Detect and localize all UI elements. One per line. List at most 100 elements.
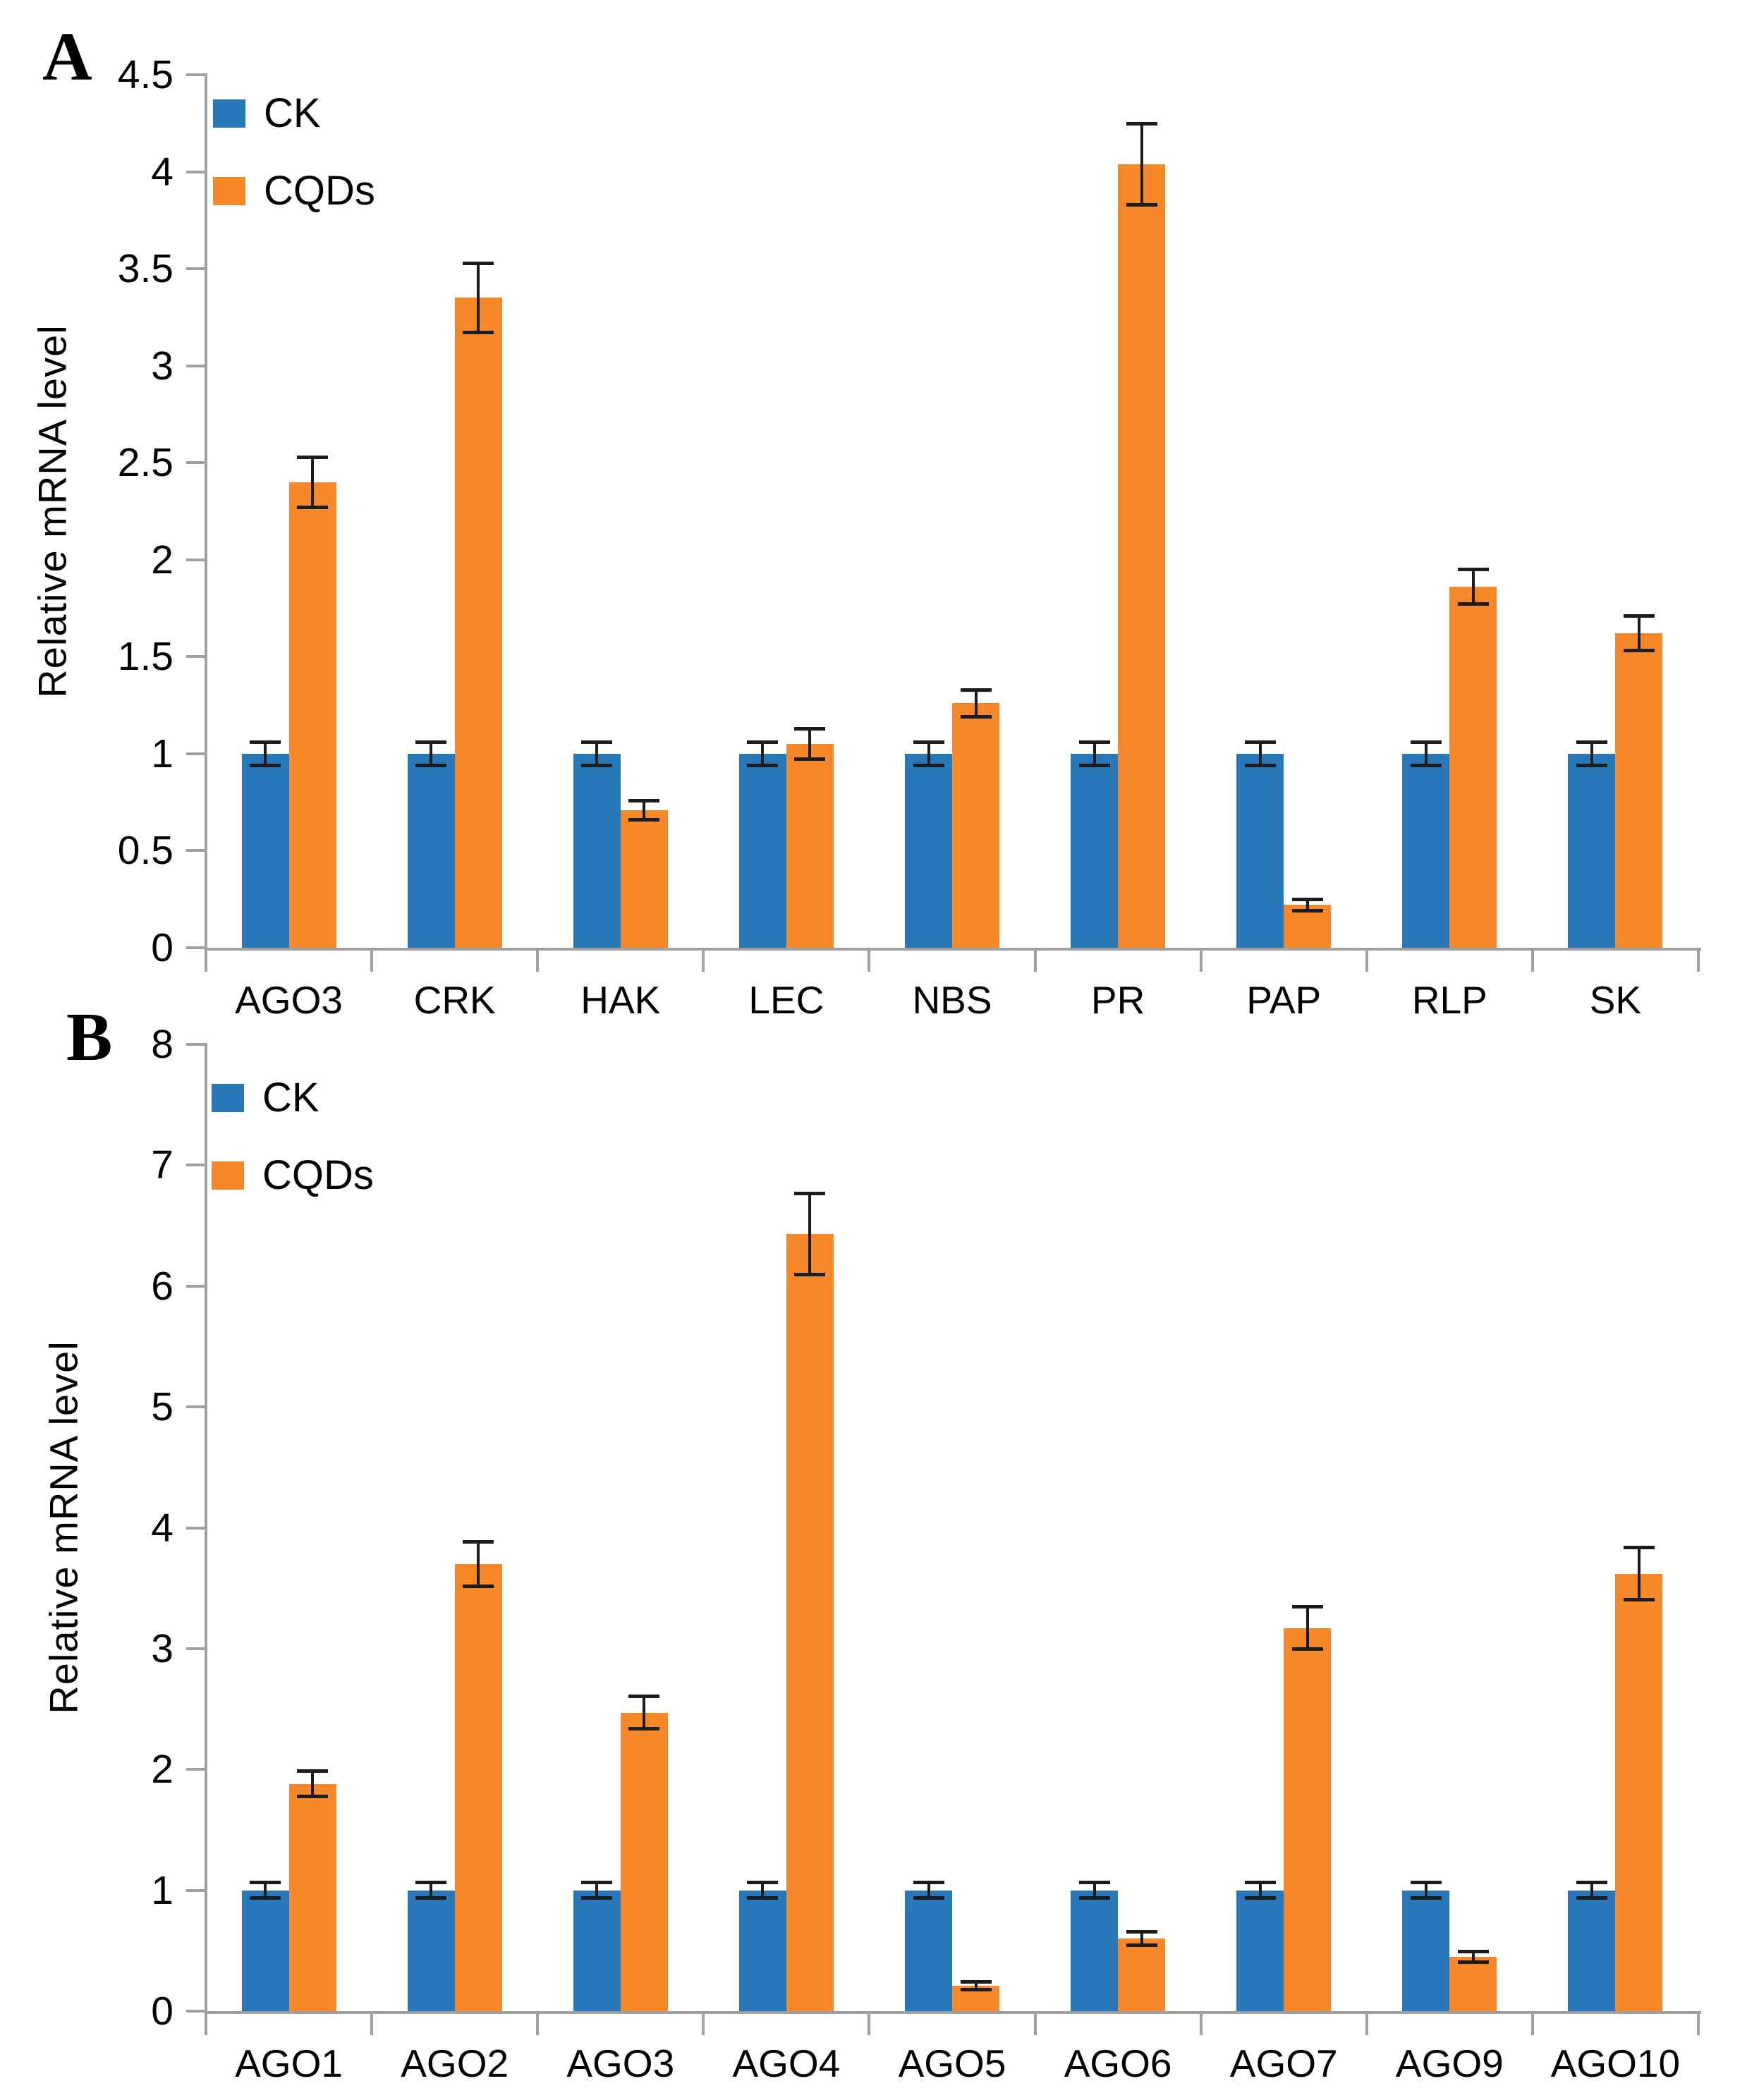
- bar-cqds: [288, 482, 336, 948]
- bar-ck: [1568, 1890, 1616, 2011]
- y-tick-mark: [186, 1647, 206, 1650]
- category-separator-tick: [702, 951, 705, 972]
- bar-ck: [738, 753, 786, 948]
- x-axis-line: [205, 2011, 1701, 2014]
- legend-label: CQDs: [262, 1152, 374, 1198]
- x-category-label: AGO4: [732, 2041, 841, 2085]
- x-category-label: RLP: [1411, 978, 1487, 1022]
- legend-item-cqds: CQDs: [213, 168, 375, 214]
- bar-ck: [407, 753, 455, 948]
- y-tick-mark: [186, 1768, 206, 1771]
- y-tick-mark: [186, 461, 206, 465]
- error-bar: [747, 1881, 779, 1900]
- error-bar: [1410, 740, 1442, 767]
- y-tick-mark: [186, 849, 206, 853]
- legend: CK CQDs: [213, 90, 375, 214]
- x-category-label: AGO3: [235, 978, 343, 1022]
- category-separator-tick: [868, 951, 871, 972]
- x-category-label: AGO10: [1550, 2041, 1681, 2085]
- bar-cqds: [786, 1234, 834, 2011]
- error-bar: [1457, 1949, 1489, 1965]
- category-separator-tick: [868, 2014, 871, 2035]
- category-separator-tick: [1365, 951, 1368, 972]
- error-bar: [1410, 1881, 1442, 1900]
- legend: CK CQDs: [212, 1075, 374, 1199]
- y-tick-mark: [186, 2010, 206, 2013]
- error-bar: [1078, 740, 1110, 767]
- x-category-label: NBS: [912, 978, 992, 1022]
- bar-cqds: [288, 1783, 336, 2011]
- y-tick-mark: [186, 1405, 206, 1409]
- bar-ck: [905, 1890, 952, 2011]
- x-category-label: AGO5: [898, 2041, 1006, 2085]
- error-bar: [794, 726, 826, 762]
- y-tick-mark: [186, 73, 206, 76]
- category-separator-tick: [1697, 2014, 1700, 2035]
- legend-item-ck: CK: [213, 90, 375, 137]
- category-separator-tick: [536, 2014, 540, 2035]
- y-tick-mark: [186, 267, 206, 271]
- error-bar: [463, 1539, 494, 1589]
- category-separator-tick: [1365, 2014, 1368, 2035]
- y-tick-mark: [186, 558, 206, 561]
- bar-cqds: [454, 298, 502, 948]
- y-tick-label: 3: [151, 343, 174, 389]
- error-bar: [794, 1192, 826, 1276]
- error-bar: [1126, 1930, 1157, 1948]
- bar-cqds: [454, 1563, 502, 2011]
- x-category-label: AGO6: [1064, 2041, 1172, 2085]
- error-bar: [913, 1881, 944, 1900]
- y-tick-label: 2.5: [117, 440, 174, 486]
- x-category-label: CRK: [413, 978, 496, 1022]
- y-tick-label: 1: [151, 731, 174, 776]
- y-tick-mark: [186, 364, 206, 367]
- y-tick-mark: [186, 752, 206, 755]
- category-separator-tick: [1199, 951, 1203, 972]
- y-tick-label: 4: [151, 149, 174, 195]
- error-bar: [1623, 614, 1655, 653]
- error-bar: [1576, 740, 1607, 767]
- legend-label: CQDs: [264, 168, 375, 214]
- bar-cqds: [1615, 633, 1663, 948]
- error-bar: [628, 798, 660, 822]
- category-separator-tick: [205, 951, 207, 972]
- x-category-label: PAP: [1246, 978, 1322, 1022]
- panel-letter: A: [42, 19, 92, 95]
- bar-ck: [1071, 753, 1119, 948]
- error-bar: [463, 261, 494, 335]
- category-separator-tick: [370, 951, 374, 972]
- bar-cqds: [620, 810, 668, 948]
- error-bar: [581, 740, 613, 767]
- error-bar: [1078, 1881, 1110, 1900]
- legend-label: CK: [262, 1075, 319, 1121]
- bar-ck: [573, 1890, 621, 2011]
- bar-ck: [1236, 1890, 1284, 2011]
- y-tick-label: 1.5: [117, 634, 174, 680]
- y-tick-label: 2: [151, 1747, 174, 1793]
- x-category-label: AGO9: [1395, 2041, 1504, 2085]
- y-tick-label: 4: [151, 1505, 174, 1551]
- category-separator-tick: [1530, 951, 1534, 972]
- x-category-label: AGO2: [401, 2041, 509, 2085]
- error-bar: [297, 1769, 329, 1799]
- y-axis-line: [205, 1043, 207, 2013]
- bar-ck: [1236, 753, 1284, 948]
- error-bar: [1457, 568, 1489, 606]
- category-separator-tick: [205, 2014, 207, 2035]
- y-tick-label: 6: [151, 1263, 174, 1309]
- bar-ck: [241, 753, 289, 948]
- error-bar: [415, 1881, 447, 1900]
- legend-item-cqds: CQDs: [212, 1152, 374, 1199]
- y-tick-label: 2: [151, 537, 174, 582]
- error-bar: [581, 1881, 613, 1900]
- bar-ck: [573, 753, 621, 948]
- y-tick-label: 3.5: [117, 246, 174, 292]
- error-bar: [913, 740, 944, 767]
- y-tick-label: 0.5: [117, 828, 174, 874]
- y-tick-mark: [186, 1284, 206, 1288]
- y-axis-line: [205, 73, 207, 949]
- y-tick-label: 3: [151, 1625, 174, 1671]
- x-category-label: HAK: [580, 978, 661, 1022]
